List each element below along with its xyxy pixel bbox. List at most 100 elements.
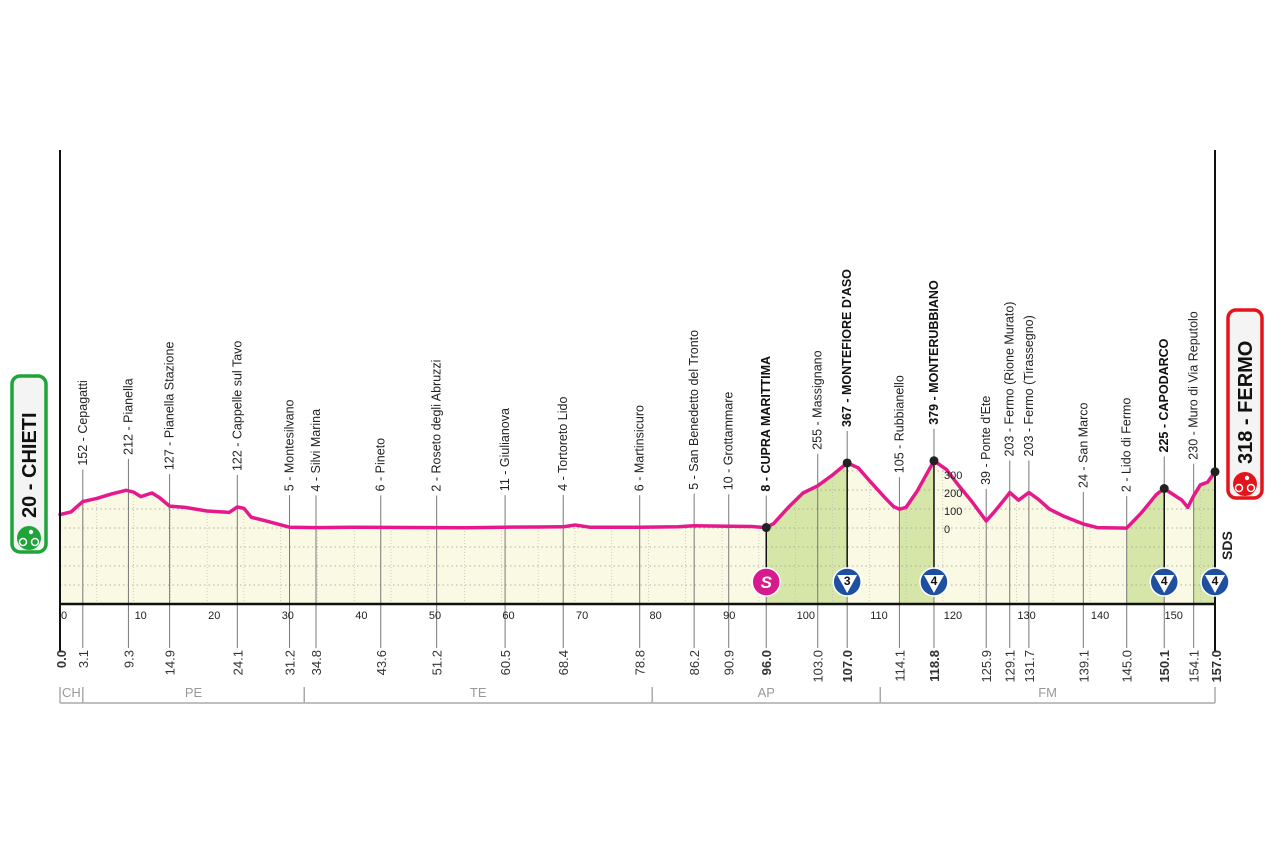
km-label: 150.1: [1157, 650, 1172, 683]
start-town: 20 - CHIETI: [10, 374, 48, 554]
km-label: 154.1: [1187, 650, 1202, 683]
km-label: 9.3: [121, 650, 136, 668]
waypoint-label: 230 - Muro di Via Reputolo: [1187, 311, 1201, 460]
wheel-icon: [1234, 483, 1244, 493]
waypoint-label: 225 - CAPODARCO: [1157, 338, 1171, 452]
km-label: 114.1: [892, 650, 907, 682]
start-town-box: [10, 374, 48, 554]
summit-dot: [842, 458, 852, 468]
km-label: 3.1: [76, 650, 91, 668]
km-label: 125.9: [979, 650, 994, 683]
sprint-marker: S: [751, 567, 781, 597]
km-label: 43.6: [374, 650, 389, 675]
waypoint-label: 203 - Fermo (Rione Murato): [1003, 302, 1017, 457]
km-label: 118.8: [927, 650, 942, 682]
x-tick-label: 120: [944, 610, 962, 622]
km-label: 103.0: [811, 650, 826, 683]
x-tick-label: 50: [429, 610, 441, 622]
marker-label: 4: [1161, 574, 1168, 588]
waypoint-label: 4 - Tortoreto Lido: [556, 397, 570, 491]
elevation-scale-label: 0: [944, 524, 950, 536]
elevation-scale-label: 200: [944, 488, 962, 500]
km-label: 145.0: [1120, 650, 1135, 683]
finish-km-label: 157.0: [1209, 650, 1224, 683]
finish-town-box: [1226, 308, 1264, 500]
sds-logo: SDS: [1219, 531, 1235, 560]
km-label: 107.0: [840, 650, 855, 683]
province-label: TE: [470, 685, 487, 700]
x-tick-label: 0: [61, 610, 67, 622]
km-label: 14.9: [163, 650, 178, 675]
rider-head-icon: [1244, 475, 1250, 481]
kom-marker: 3: [832, 567, 862, 597]
cyclist-finish-icon: [1233, 472, 1257, 496]
x-tick-label: 30: [282, 610, 294, 622]
marker-label: 4: [931, 574, 938, 588]
waypoint-label: 11 - Giulianova: [498, 408, 512, 491]
triangle-icon: [1154, 575, 1175, 593]
province-label: FM: [1038, 685, 1057, 700]
kom-marker: 4: [919, 567, 949, 597]
summit-dot: [1159, 484, 1169, 493]
x-tick-label: 130: [1017, 610, 1035, 622]
km-label: 78.8: [633, 650, 648, 675]
start-town-label: 20 - CHIETI: [19, 412, 41, 518]
waypoint-label: 367 - MONTEFIORE D'ASO: [840, 269, 854, 427]
marker-label: S: [761, 573, 773, 592]
waypoint-label: 8 - CUPRA MARITTIMA: [759, 356, 773, 492]
finish-town-label: 318 - FERMO: [1235, 341, 1257, 464]
rider-head-icon: [28, 529, 34, 535]
km-label: 90.9: [722, 650, 737, 675]
x-tick-label: 90: [723, 610, 735, 622]
triangle-icon: [1205, 575, 1225, 593]
km-label: 60.5: [498, 650, 513, 675]
sprint-icon: [751, 567, 781, 597]
x-tick-label: 140: [1091, 610, 1109, 622]
km-label: 31.2: [283, 650, 298, 675]
waypoint-label: 122 - Cappelle sul Tavo: [230, 341, 244, 471]
x-tick-label: 20: [208, 610, 220, 622]
x-tick-label: 70: [576, 610, 588, 622]
x-tick-label: 80: [650, 610, 662, 622]
waypoint-label: 24 - San Marco: [1076, 402, 1090, 488]
waypoint-label: 379 - MONTERUBBIANO: [927, 280, 941, 425]
elevation-scale-label: 100: [944, 506, 962, 518]
x-tick-label: 100: [797, 610, 815, 622]
x-tick-label: 60: [502, 610, 514, 622]
waypoint-label: 4 - Silvi Marina: [309, 409, 323, 492]
x-tick-label: 40: [355, 610, 367, 622]
waypoint-label: 255 - Massignano: [811, 350, 825, 449]
province-label: PE: [185, 685, 203, 700]
waypoint-label: 6 - Pineto: [374, 438, 388, 492]
km-label: 24.1: [230, 650, 245, 675]
elevation-scale-label: 300: [944, 470, 962, 482]
waypoint-label: 105 - Rubbianello: [892, 375, 906, 473]
waypoint-label: 2 - Roseto degli Abruzzi: [430, 360, 444, 492]
km-label: 68.4: [556, 650, 571, 675]
marker-label: 3: [844, 574, 851, 588]
triangle-icon: [837, 575, 858, 593]
waypoint-label: 212 - Pianella: [121, 378, 135, 454]
marker-label: 4: [1212, 574, 1219, 588]
x-tick-label: 10: [135, 610, 147, 622]
waypoint-label: 10 - Grottammare: [722, 392, 736, 491]
wheel-icon: [1246, 483, 1256, 493]
profile-line: [58, 459, 1217, 530]
wheel-icon: [30, 537, 40, 547]
x-tick-label: 110: [870, 610, 888, 622]
summit-dot: [761, 523, 771, 533]
kom-marker: 4: [1149, 567, 1179, 597]
finish-town: 318 - FERMO: [1226, 308, 1264, 500]
province-label: CH: [62, 685, 81, 700]
wheel-icon: [18, 537, 28, 547]
km-label: 34.8: [309, 650, 324, 675]
waypoint-label: 39 - Ponte d'Ete: [979, 396, 993, 485]
climb-area-1: [899, 460, 934, 604]
summit-dot: [1210, 467, 1220, 477]
waypoint-label: 152 - Cepagatti: [76, 380, 90, 465]
waypoint-label: 203 - Fermo (Tirassegno): [1022, 315, 1036, 456]
waypoint-label: 5 - San Benedetto del Tronto: [687, 330, 701, 490]
province-label: AP: [758, 685, 775, 700]
km-label: 96.0: [759, 650, 774, 675]
